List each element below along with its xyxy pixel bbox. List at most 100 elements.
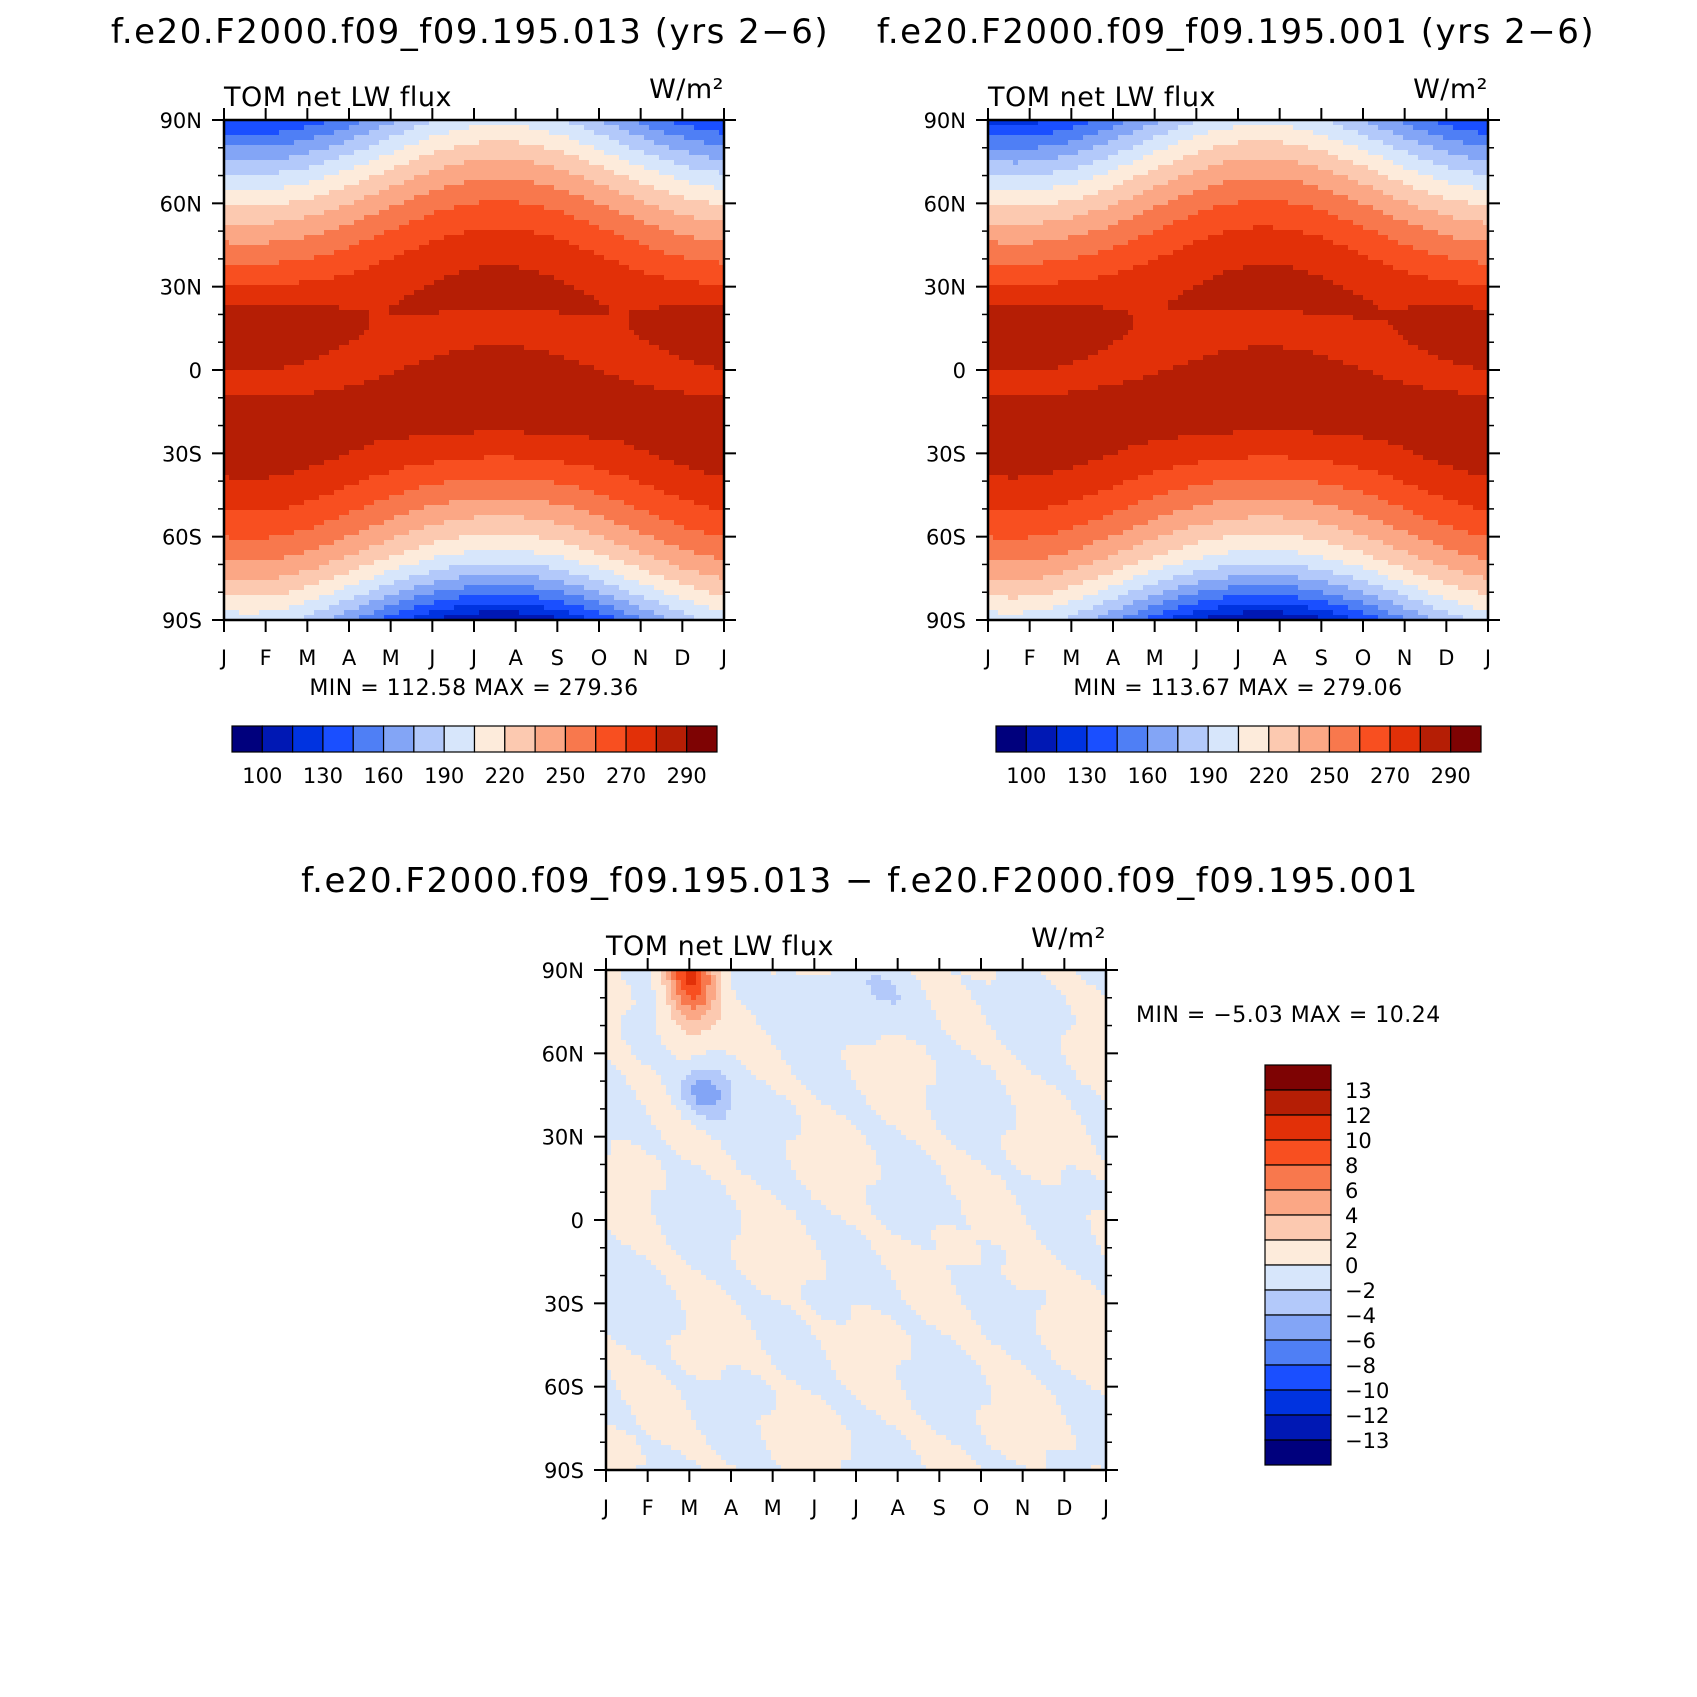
field-cell: [259, 170, 265, 176]
field-cell: [259, 460, 265, 466]
field-cell: [234, 305, 240, 311]
field-cell: [254, 475, 260, 481]
field-cell: [229, 545, 235, 551]
field-cell: [229, 245, 235, 251]
field-cell: [259, 250, 265, 256]
field-cell: [244, 330, 250, 336]
field-cell: [274, 525, 280, 531]
field-cell: [244, 325, 250, 331]
field-cell: [249, 260, 255, 266]
field-cell: [234, 390, 240, 396]
field-cell: [264, 140, 270, 146]
field-cell: [234, 160, 240, 166]
field-cell: [229, 250, 235, 256]
field-cell: [274, 315, 280, 321]
field-cell: [279, 270, 285, 276]
field-cell: [234, 270, 240, 276]
field-cell: [264, 165, 270, 171]
field-cell: [279, 220, 285, 226]
field-cell: [229, 140, 235, 146]
field-cell: [274, 435, 280, 441]
field-cell: [234, 255, 240, 261]
field-cell: [279, 480, 285, 486]
field-cell: [264, 600, 270, 606]
field-cell: [234, 205, 240, 211]
field-cell: [239, 405, 245, 411]
field-cell: [254, 595, 260, 601]
field-cell: [264, 460, 270, 466]
field-cell: [254, 610, 260, 616]
field-cell: [259, 365, 265, 371]
field-cell: [229, 330, 235, 336]
field-cell: [259, 315, 265, 321]
field-cell: [244, 275, 250, 281]
field-cell: [269, 485, 275, 491]
field-cell: [229, 215, 235, 221]
field-cell: [229, 585, 235, 591]
field-cell: [234, 355, 240, 361]
field-cell: [229, 575, 235, 581]
field-cell: [249, 540, 255, 546]
field-cell: [229, 365, 235, 371]
field-cell: [234, 435, 240, 441]
field-cell: [249, 270, 255, 276]
field-cell: [239, 400, 245, 406]
field-cell: [254, 515, 260, 521]
field-cell: [244, 550, 250, 556]
field-cell: [249, 225, 255, 231]
field-cell: [259, 205, 265, 211]
field-cell: [274, 220, 280, 226]
field-cell: [269, 275, 275, 281]
field-cell: [269, 295, 275, 301]
field-cell: [234, 420, 240, 426]
field-cell: [249, 205, 255, 211]
field-cell: [279, 335, 285, 341]
field-cell: [264, 250, 270, 256]
field-cell: [244, 135, 250, 141]
field-cell: [234, 200, 240, 206]
field-cell: [284, 190, 290, 196]
field-cell: [234, 225, 240, 231]
field-cell: [254, 260, 260, 266]
field-cell: [264, 560, 270, 566]
field-cell: [274, 390, 280, 396]
field-cell: [269, 305, 275, 311]
field-cell: [234, 470, 240, 476]
field-cell: [264, 270, 270, 276]
field-cell: [239, 540, 245, 546]
field-cell: [259, 140, 265, 146]
field-cell: [274, 570, 280, 576]
field-cell: [234, 405, 240, 411]
field-cell: [254, 570, 260, 576]
field-cell: [259, 245, 265, 251]
field-cell: [279, 190, 285, 196]
field-cell: [239, 520, 245, 526]
field-cell: [279, 240, 285, 246]
field-cell: [239, 130, 245, 136]
field-cell: [234, 445, 240, 451]
field-cell: [249, 450, 255, 456]
field-cell: [244, 560, 250, 566]
field-cell: [269, 355, 275, 361]
figure: f.e20.F2000.f09_f09.195.013 (yrs 2−6) TO…: [0, 0, 1697, 1697]
field-cell: [269, 490, 275, 496]
field-cell: [269, 495, 275, 501]
field-cell: [244, 170, 250, 176]
field-cell: [269, 300, 275, 306]
field-cell: [244, 225, 250, 231]
field-cell: [274, 320, 280, 326]
field-cell: [229, 550, 235, 556]
field-cell: [234, 590, 240, 596]
field-cell: [279, 490, 285, 496]
field-cell: [279, 195, 285, 201]
field-cell: [259, 395, 265, 401]
field-cell: [254, 605, 260, 611]
field-cell: [229, 390, 235, 396]
field-cell: [229, 235, 235, 241]
field-cell: [264, 410, 270, 416]
field-cell: [259, 600, 265, 606]
field-cell: [269, 460, 275, 466]
field-cell: [229, 595, 235, 601]
field-cell: [269, 380, 275, 386]
field-cell: [274, 470, 280, 476]
